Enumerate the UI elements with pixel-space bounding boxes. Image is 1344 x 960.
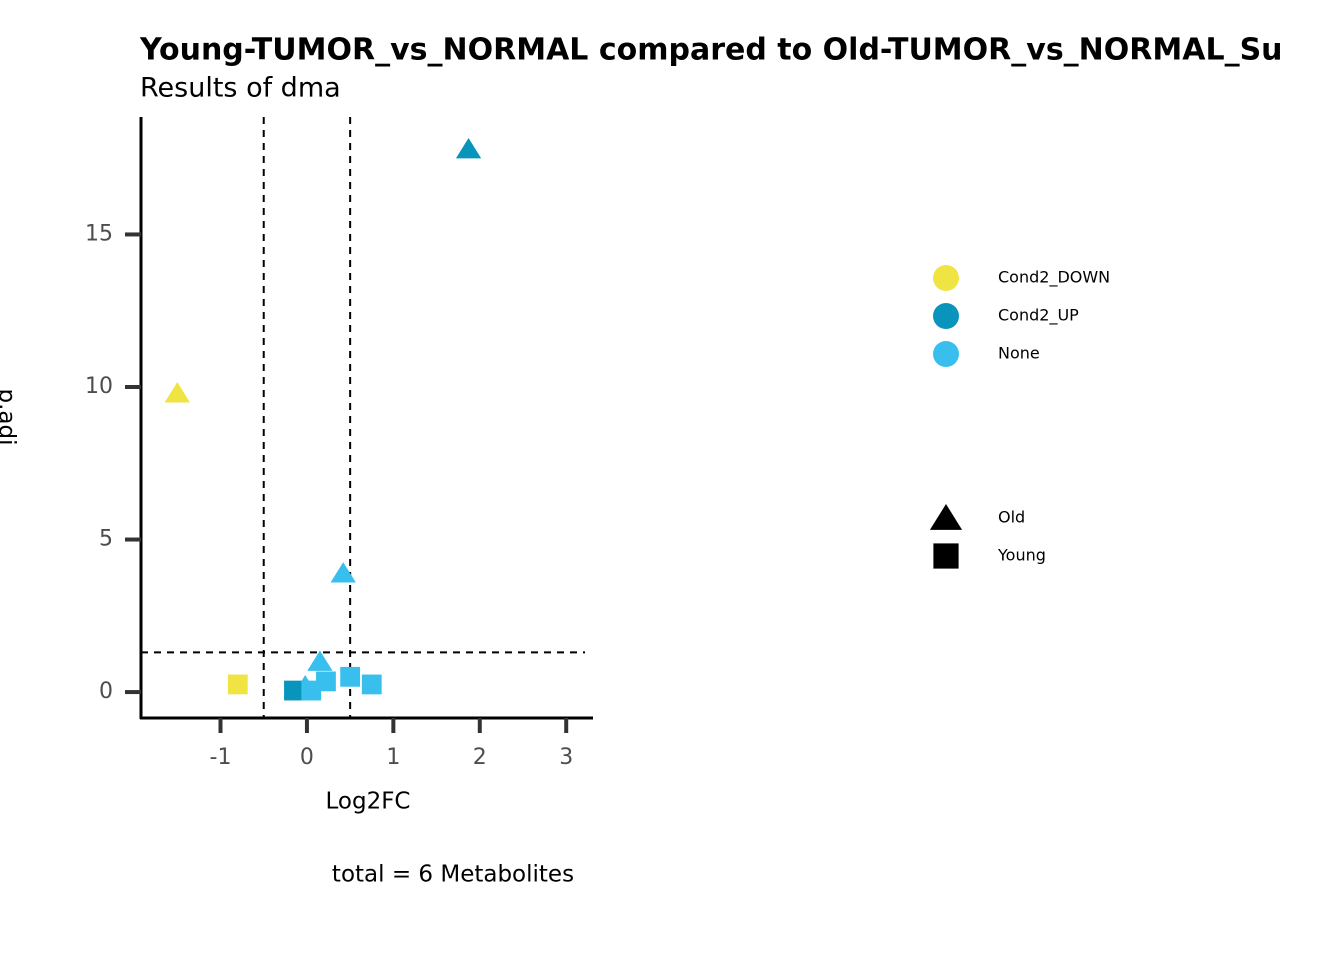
point — [227, 674, 248, 695]
x-tick-label: -1 — [210, 745, 232, 770]
caption: total = 6 Metabolites — [332, 862, 574, 888]
x-tick-label: 1 — [386, 745, 400, 770]
legend-label: Young — [997, 546, 1046, 565]
legend-label: Cond2_UP — [998, 306, 1079, 326]
legend-swatch — [933, 265, 959, 291]
legend-swatch — [933, 341, 959, 367]
point — [361, 674, 382, 695]
x-tick-label: 0 — [300, 745, 314, 770]
legend-swatch — [933, 543, 959, 569]
y-tick-label: 5 — [99, 527, 113, 552]
chart-title: Young-TUMOR_vs_NORMAL compared to Old-TU… — [139, 33, 1283, 68]
y-tick-label: 10 — [85, 374, 113, 399]
legend-swatch — [929, 504, 963, 530]
point — [340, 666, 361, 687]
legend-swatch — [933, 303, 959, 329]
point — [284, 680, 304, 701]
legend-label: Cond2_DOWN — [998, 268, 1110, 288]
x-tick-label: 3 — [559, 745, 573, 770]
point — [455, 138, 482, 159]
y-tick-label: 15 — [85, 221, 113, 246]
chart-subtitle: Results of dma — [140, 73, 341, 104]
y-axis-label: p.adj — [0, 389, 20, 446]
point — [330, 562, 356, 583]
y-tick-label: 0 — [99, 679, 113, 704]
x-axis-label: Log2FC — [325, 789, 410, 815]
x-tick-label: 2 — [473, 745, 487, 770]
point — [164, 382, 190, 403]
legend-label: Old — [998, 508, 1025, 527]
legend-label: None — [998, 344, 1040, 363]
point — [307, 650, 333, 671]
point — [316, 671, 336, 692]
